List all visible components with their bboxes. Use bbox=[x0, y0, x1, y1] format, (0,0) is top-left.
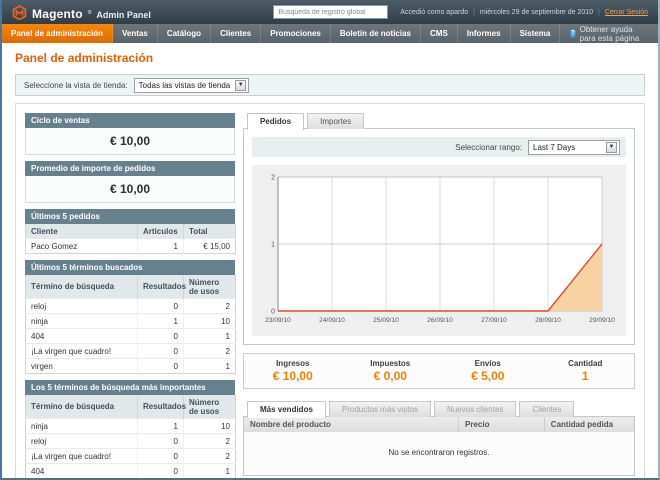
dashboard-sidebar: Ciclo de ventas € 10,00 Promedio de impo… bbox=[25, 113, 235, 480]
table-row[interactable]: ¡La virgen que cuadro! 0 2 bbox=[26, 449, 236, 464]
tab-bestsellers[interactable]: Más vendidos bbox=[247, 401, 326, 418]
nav-promotions[interactable]: Promociones bbox=[261, 24, 331, 43]
page-title: Panel de administración bbox=[15, 51, 645, 65]
range-label: Seleccionar rango: bbox=[455, 143, 522, 152]
logo-reg-mark: ® bbox=[88, 10, 92, 16]
last-orders-table: Cliente Artículos Total Paco Gomez 1 € 1… bbox=[25, 224, 236, 254]
stat-quantity: Cantidad 1 bbox=[537, 359, 635, 383]
table-row[interactable]: Paco Gomez 1 € 15,00 bbox=[26, 239, 236, 254]
nav-cms[interactable]: CMS bbox=[421, 24, 458, 43]
logout-link[interactable]: Cerrar Sesión bbox=[605, 9, 648, 16]
svg-text:23/09/10: 23/09/10 bbox=[265, 317, 291, 324]
diagram-tabs: Pedidos Importes bbox=[243, 113, 635, 129]
top-search-title: Los 5 términos de búsqueda más important… bbox=[25, 380, 235, 395]
last-search-box: Últimos 5 términos buscados Término de b… bbox=[25, 260, 235, 374]
svg-text:27/09/10: 27/09/10 bbox=[481, 317, 507, 324]
magento-logo-icon bbox=[12, 5, 27, 20]
tab-orders[interactable]: Pedidos bbox=[247, 113, 304, 130]
top-search-table: Término de búsqueda Resultados Número de… bbox=[25, 395, 236, 480]
table-row[interactable]: reloj 0 2 bbox=[26, 299, 236, 314]
chevron-down-icon: ▼ bbox=[235, 80, 246, 91]
table-row[interactable]: 404 0 1 bbox=[26, 329, 236, 344]
grid-tabs: Más vendidos Productos más vistos Nuevos… bbox=[243, 401, 635, 417]
tab-customers[interactable]: Clientes bbox=[519, 401, 574, 417]
totals-bar: Ingresos € 10,00 Impuestos € 0,00 Envíos… bbox=[243, 353, 635, 389]
bestsellers-grid: Nombre del producto Precio Cantidad pedi… bbox=[243, 416, 635, 476]
average-orders-box: Promedio de importe de pedidos € 10,00 bbox=[25, 161, 235, 203]
svg-text:24/09/10: 24/09/10 bbox=[319, 317, 345, 324]
stat-tax: Impuestos € 0,00 bbox=[342, 359, 440, 383]
tab-most-viewed[interactable]: Productos más vistos bbox=[329, 401, 431, 417]
svg-text:25/09/10: 25/09/10 bbox=[373, 317, 399, 324]
magento-admin-window: Magento ® Admin Panel Accedió como apardo… bbox=[0, 0, 660, 480]
app-header: Magento ® Admin Panel Accedió como apardo… bbox=[2, 0, 658, 24]
stat-shipping: Envíos € 5,00 bbox=[439, 359, 537, 383]
last-orders-title: Últimos 5 pedidos bbox=[25, 209, 235, 224]
svg-text:26/09/10: 26/09/10 bbox=[427, 317, 453, 324]
global-search-input[interactable] bbox=[273, 5, 388, 19]
orders-chart-wrap: 0 1 2 23/09/10 24/09/10 25/09/10 26/09/10 27/09… bbox=[252, 165, 626, 336]
nav-dashboard[interactable]: Panel de administración bbox=[2, 24, 113, 43]
nav-newsletter[interactable]: Boletín de noticias bbox=[331, 24, 421, 43]
grid-empty-message: No se encontraron registros. bbox=[244, 432, 634, 475]
nav-customers[interactable]: Clientes bbox=[211, 24, 261, 43]
main-nav: Panel de administración Ventas Catálogo … bbox=[2, 24, 658, 43]
nav-sales[interactable]: Ventas bbox=[113, 24, 158, 43]
dashboard-main: Pedidos Importes Seleccionar rango: Last… bbox=[243, 113, 635, 480]
content-area: Panel de administración Seleccione la vi… bbox=[2, 43, 658, 480]
store-view-select[interactable]: Todas las vistas de tienda ▼ bbox=[134, 78, 250, 93]
table-row[interactable]: ¡La virgen que cuadro! 0 2 bbox=[26, 344, 236, 359]
logo-subtitle: Admin Panel bbox=[96, 10, 151, 20]
lifetime-sales-box: Ciclo de ventas € 10,00 bbox=[25, 113, 235, 155]
tab-amounts[interactable]: Importes bbox=[307, 113, 364, 129]
table-row[interactable]: virgen 0 1 bbox=[26, 359, 236, 374]
top-search-box: Los 5 términos de búsqueda más important… bbox=[25, 380, 235, 480]
svg-text:0: 0 bbox=[271, 309, 275, 316]
svg-text:29/09/10: 29/09/10 bbox=[589, 317, 615, 324]
table-row[interactable]: 404 0 1 bbox=[26, 464, 236, 479]
svg-text:1: 1 bbox=[271, 242, 275, 249]
range-select[interactable]: Last 7 Days ▼ bbox=[528, 140, 620, 155]
lifetime-sales-title: Ciclo de ventas bbox=[25, 113, 235, 128]
range-bar: Seleccionar rango: Last 7 Days ▼ bbox=[252, 137, 626, 157]
lifetime-sales-value: € 10,00 bbox=[25, 128, 235, 155]
last-orders-box: Últimos 5 pedidos Cliente Artículos Tota… bbox=[25, 209, 235, 254]
stat-revenue: Ingresos € 10,00 bbox=[244, 359, 342, 383]
store-switcher-bar: Seleccione la vista de tienda: Todas las… bbox=[15, 74, 645, 96]
header-user-info: Accedió como apardo | miércoles 29 de se… bbox=[400, 9, 648, 16]
logo-title: Magento bbox=[32, 7, 83, 21]
dashboard-container: Ciclo de ventas € 10,00 Promedio de impo… bbox=[15, 103, 645, 480]
svg-text:28/09/10: 28/09/10 bbox=[535, 317, 561, 324]
magento-logo: Magento ® Admin Panel bbox=[12, 3, 151, 21]
average-orders-value: € 10,00 bbox=[25, 176, 235, 203]
last-search-table: Término de búsqueda Resultados Número de… bbox=[25, 275, 236, 374]
diagram-panel: Seleccionar rango: Last 7 Days ▼ 0 1 2 23/0… bbox=[243, 128, 635, 345]
chevron-down-icon: ▼ bbox=[606, 142, 617, 153]
average-orders-title: Promedio de importe de pedidos bbox=[25, 161, 235, 176]
nav-reports[interactable]: Informes bbox=[458, 24, 511, 43]
table-row[interactable]: reloj 0 2 bbox=[26, 434, 236, 449]
help-label: Obtener ayuda para esta página bbox=[580, 25, 648, 43]
table-row[interactable]: ninja 1 10 bbox=[26, 314, 236, 329]
last-search-title: Últimos 5 términos buscados bbox=[25, 260, 235, 275]
get-help-link[interactable]: ? Obtener ayuda para esta página bbox=[560, 24, 658, 43]
orders-chart: 0 1 2 23/09/10 24/09/10 25/09/10 26/09/10 27/09… bbox=[262, 171, 616, 325]
tab-new-customers[interactable]: Nuevos clientes bbox=[434, 401, 516, 417]
nav-catalog[interactable]: Catálogo bbox=[158, 24, 211, 43]
nav-system[interactable]: Sistema bbox=[511, 24, 561, 43]
svg-text:2: 2 bbox=[271, 175, 275, 182]
help-icon: ? bbox=[570, 29, 575, 38]
table-row[interactable]: ninja 1 10 bbox=[26, 419, 236, 434]
logged-in-as: Accedió como apardo bbox=[400, 9, 468, 16]
current-date: miércoles 29 de septiembre de 2010 bbox=[480, 9, 593, 16]
store-switcher-label: Seleccione la vista de tienda: bbox=[24, 81, 128, 90]
